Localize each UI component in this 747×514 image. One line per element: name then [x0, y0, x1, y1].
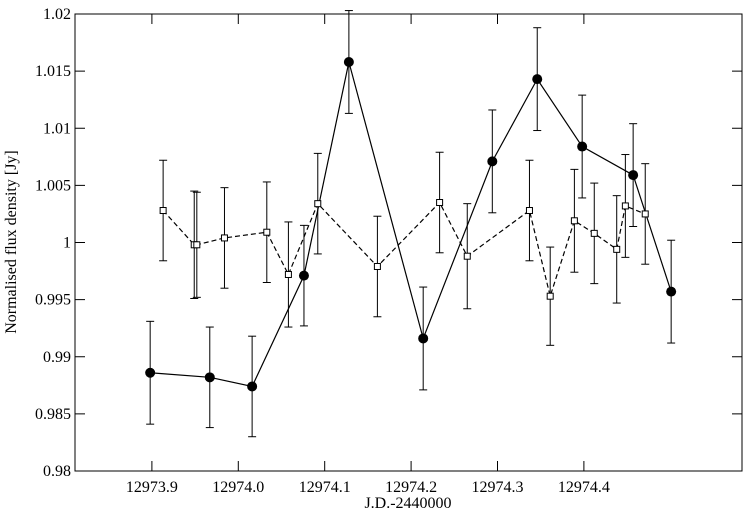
- y-tick-label: 1: [63, 235, 71, 252]
- series-line: [162, 201, 646, 299]
- point: [373, 262, 381, 270]
- point: [463, 252, 471, 260]
- x-tick-label: 12973.9: [126, 479, 178, 496]
- point: [159, 207, 167, 215]
- x-tick-label: 12974.1: [299, 479, 351, 496]
- point: [314, 200, 322, 208]
- y-tick-label: 0.99: [43, 349, 71, 366]
- point: [577, 141, 588, 152]
- y-tick-label: 1.005: [35, 177, 71, 194]
- y-tick-label: 1.02: [43, 6, 71, 23]
- plot-frame: [74, 13, 743, 472]
- point: [436, 199, 444, 207]
- point: [247, 381, 258, 392]
- point: [284, 270, 292, 278]
- point: [263, 228, 271, 236]
- x-tick-label: 12974.4: [558, 479, 610, 496]
- point: [641, 210, 649, 218]
- y-tick-label: 1.01: [43, 120, 71, 137]
- point: [418, 333, 429, 344]
- point: [590, 229, 598, 237]
- point: [613, 245, 621, 253]
- series-line: [150, 61, 672, 388]
- point: [666, 286, 677, 297]
- x-tick-label: 12974.0: [212, 479, 264, 496]
- point: [487, 156, 498, 167]
- x-axis-label: J.D.-2440000: [364, 495, 451, 512]
- point: [628, 170, 639, 181]
- y-tick-label: 0.985: [35, 406, 71, 423]
- y-axis-label: Normalised flux density [Jy]: [3, 150, 20, 334]
- x-tick-label: 12974.3: [471, 479, 523, 496]
- point: [343, 56, 354, 67]
- y-tick-label: 1.015: [35, 63, 71, 80]
- point: [525, 207, 533, 215]
- point: [204, 372, 215, 383]
- point: [298, 270, 309, 281]
- point: [546, 292, 554, 300]
- point: [220, 234, 228, 242]
- x-tick-label: 12974.2: [385, 479, 437, 496]
- point: [532, 74, 543, 85]
- point: [621, 202, 629, 210]
- point: [570, 217, 578, 225]
- y-tick-label: 0.995: [35, 292, 71, 309]
- y-tick-label: 0.98: [43, 463, 71, 480]
- point: [145, 367, 156, 378]
- point: [193, 241, 201, 249]
